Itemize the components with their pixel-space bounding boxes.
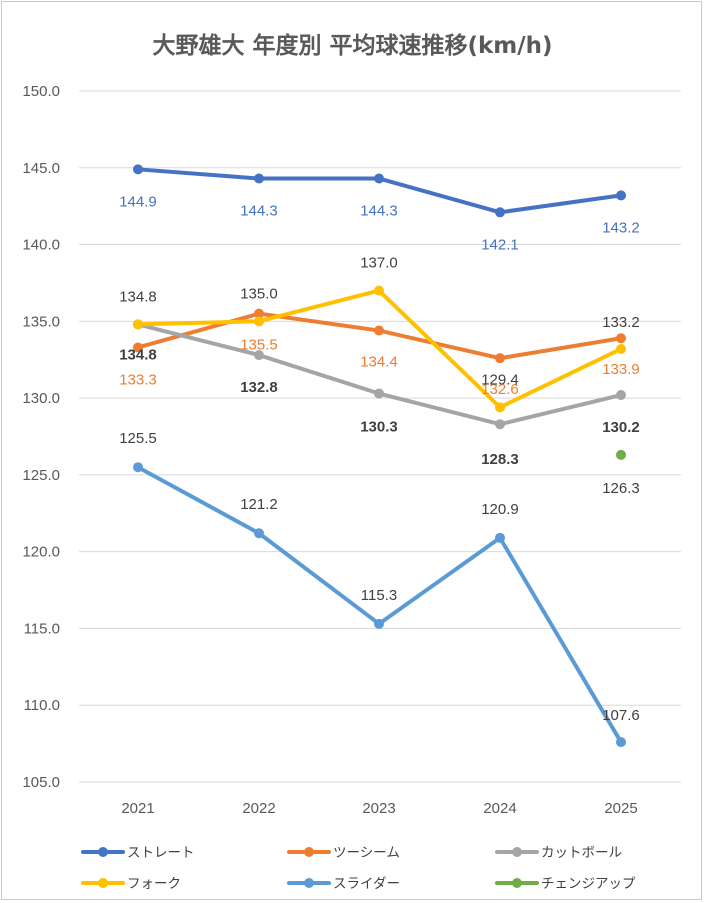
legend-swatch-marker (304, 878, 314, 888)
data-label: 133.9 (602, 361, 640, 378)
data-label: 135.5 (240, 337, 278, 354)
data-point (133, 164, 143, 175)
data-point (495, 532, 505, 543)
data-point (374, 325, 384, 336)
data-label: 143.2 (602, 219, 640, 236)
data-point (616, 449, 626, 460)
x-tick-label: 2022 (242, 800, 275, 817)
chart-title: 大野雄大 年度別 平均球速推移(km/h) (152, 33, 553, 59)
y-tick-label: 140.0 (22, 237, 60, 254)
data-point (254, 528, 264, 539)
y-tick-label: 130.0 (22, 390, 60, 407)
legend-label: スライダー (333, 876, 400, 892)
data-point (254, 350, 264, 361)
data-label: 144.3 (240, 203, 278, 220)
data-point (616, 390, 626, 401)
data-label: 125.5 (119, 430, 157, 447)
data-point (133, 342, 143, 353)
data-point (374, 388, 384, 399)
x-tick-label: 2025 (604, 800, 637, 817)
data-label: 133.2 (602, 314, 640, 331)
y-tick-label: 135.0 (22, 313, 60, 330)
legend-swatch-marker (98, 847, 108, 857)
data-label: 121.2 (240, 496, 278, 513)
data-label: 137.0 (360, 255, 398, 272)
data-point (495, 402, 505, 413)
y-tick-label: 145.0 (22, 160, 60, 177)
data-point (616, 333, 626, 344)
legend-label: カットボール (541, 845, 622, 861)
data-point (495, 419, 505, 430)
y-tick-label: 105.0 (22, 774, 60, 791)
legend-label: ストレート (127, 845, 195, 861)
data-point (374, 285, 384, 296)
data-point (616, 190, 626, 201)
data-label: 142.1 (481, 236, 519, 253)
y-tick-label: 125.0 (22, 467, 60, 484)
series-line (136, 311, 623, 361)
data-label: 115.3 (361, 587, 397, 604)
y-tick-label: 110.0 (24, 697, 60, 714)
x-tick-label: 2023 (362, 800, 395, 817)
legend-swatch-marker (304, 847, 314, 857)
legend-swatch-marker (512, 878, 522, 888)
data-point (374, 173, 384, 184)
data-label: 130.2 (602, 419, 640, 436)
y-tick-label: 150.0 (22, 83, 60, 100)
legend-label: ツーシーム (333, 845, 400, 861)
data-label: 130.3 (360, 419, 398, 436)
series-line (136, 465, 623, 745)
data-label: 135.0 (240, 285, 278, 302)
series-line (136, 322, 623, 427)
data-label: 107.6 (602, 707, 640, 724)
data-label: 128.3 (481, 451, 519, 468)
data-point (133, 462, 143, 473)
data-label: 134.8 (119, 346, 157, 363)
data-label: 129.4 (481, 371, 519, 388)
data-point (616, 737, 626, 748)
data-label: 132.6 (481, 381, 519, 398)
data-point (374, 618, 384, 629)
data-label: 144.9 (119, 193, 157, 210)
y-tick-label: 115.0 (24, 620, 60, 637)
legend-swatch-marker (98, 878, 108, 888)
y-tick-label: 120.0 (22, 544, 60, 561)
data-label: 126.3 (602, 480, 640, 497)
data-label: 134.4 (360, 354, 398, 371)
legend-label: チェンジアップ (541, 876, 636, 892)
data-point (254, 173, 264, 184)
data-point (133, 319, 143, 330)
data-label: 144.3 (360, 203, 398, 220)
data-label: 120.9 (481, 501, 519, 518)
data-point (254, 308, 264, 319)
legend-swatch-marker (512, 847, 522, 857)
data-label: 134.8 (119, 288, 157, 305)
legend-label: フォーク (127, 876, 181, 892)
data-point (495, 353, 505, 364)
data-label: 133.3 (119, 371, 157, 388)
data-point (495, 207, 505, 218)
x-tick-label: 2021 (121, 800, 154, 817)
data-label: 132.8 (240, 379, 278, 396)
x-tick-label: 2024 (483, 800, 516, 817)
data-point (254, 316, 264, 327)
data-point (616, 343, 626, 354)
